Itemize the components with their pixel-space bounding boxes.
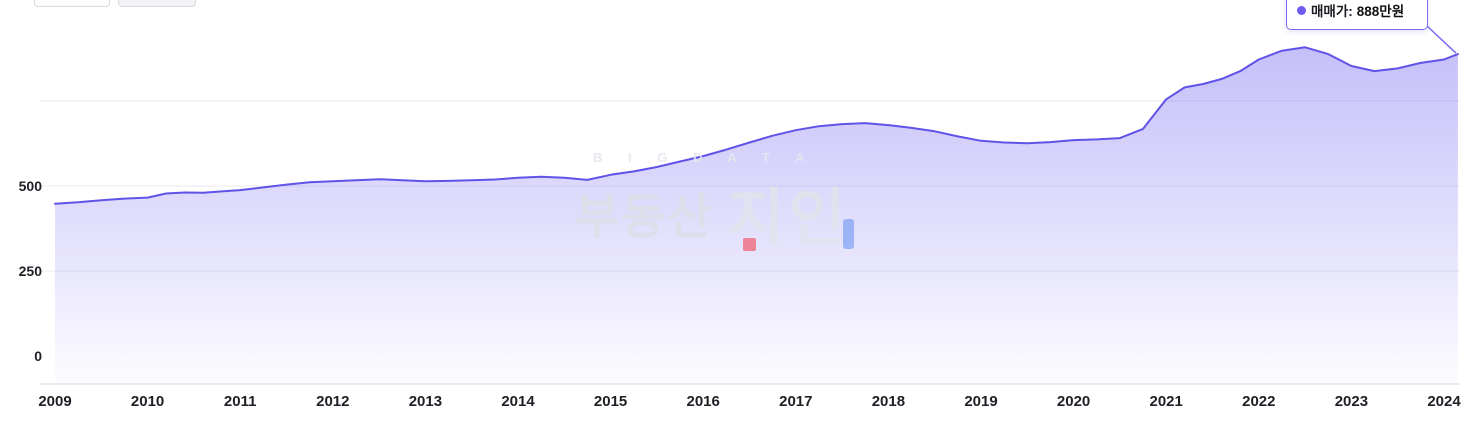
x-tick-label: 2014 <box>501 393 535 410</box>
legend-button-1[interactable] <box>34 0 110 7</box>
legend-button-2[interactable] <box>118 0 196 7</box>
x-tick-label: 2021 <box>1150 393 1183 410</box>
y-tick-label: 500 <box>19 178 43 194</box>
x-tick-label: 2022 <box>1242 393 1275 410</box>
x-tick-label: 2010 <box>131 393 164 410</box>
x-tick-label: 2020 <box>1057 393 1090 410</box>
tooltip-pointer-line <box>1426 25 1457 54</box>
x-tick-label: 2024 <box>1427 393 1461 410</box>
chart-tooltip: 매매가: 888만원 <box>1286 0 1428 30</box>
x-tick-label: 2023 <box>1335 393 1368 410</box>
x-tick-label: 2013 <box>409 393 442 410</box>
x-tick-label: 2017 <box>779 393 812 410</box>
x-tick-label: 2015 <box>594 393 627 410</box>
x-tick-label: 2018 <box>872 393 905 410</box>
x-tick-label: 2009 <box>38 393 71 410</box>
x-tick-label: 2011 <box>224 393 257 410</box>
y-tick-label: 250 <box>19 263 43 279</box>
series-area <box>55 47 1458 385</box>
x-tick-label: 2019 <box>964 393 997 410</box>
tooltip-value: 888만원 <box>1356 4 1405 19</box>
tooltip-series-label: 매매가: <box>1311 4 1353 19</box>
series-line <box>54 46 1459 205</box>
series-dot-icon <box>1297 5 1306 15</box>
x-tick-label: 2012 <box>316 393 349 410</box>
y-tick-label: 0 <box>34 348 42 364</box>
x-tick-label: 2016 <box>687 393 720 410</box>
